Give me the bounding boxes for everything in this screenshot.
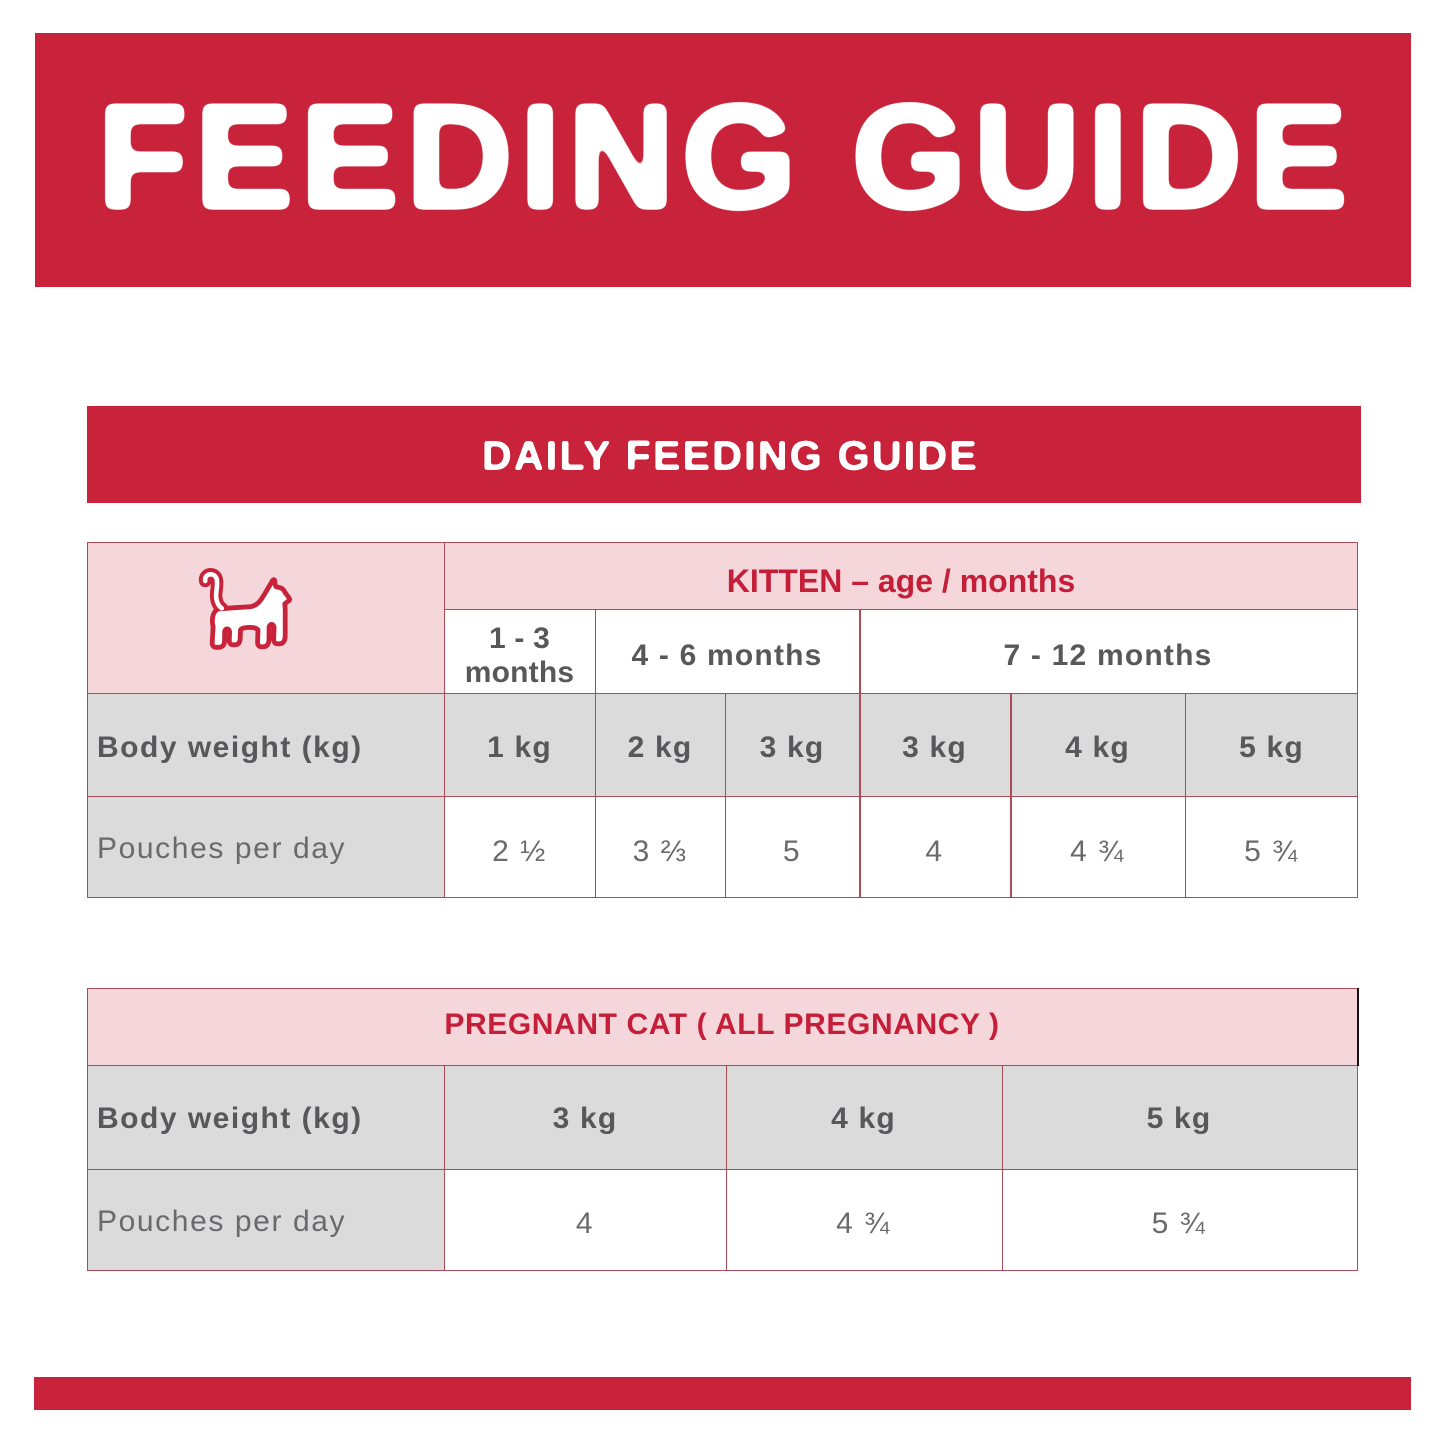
svg-text:DAILY FEEDING GUIDE: DAILY FEEDING GUIDE <box>482 433 979 479</box>
svg-text:FEEDING GUIDE: FEEDING GUIDE <box>97 75 1354 240</box>
